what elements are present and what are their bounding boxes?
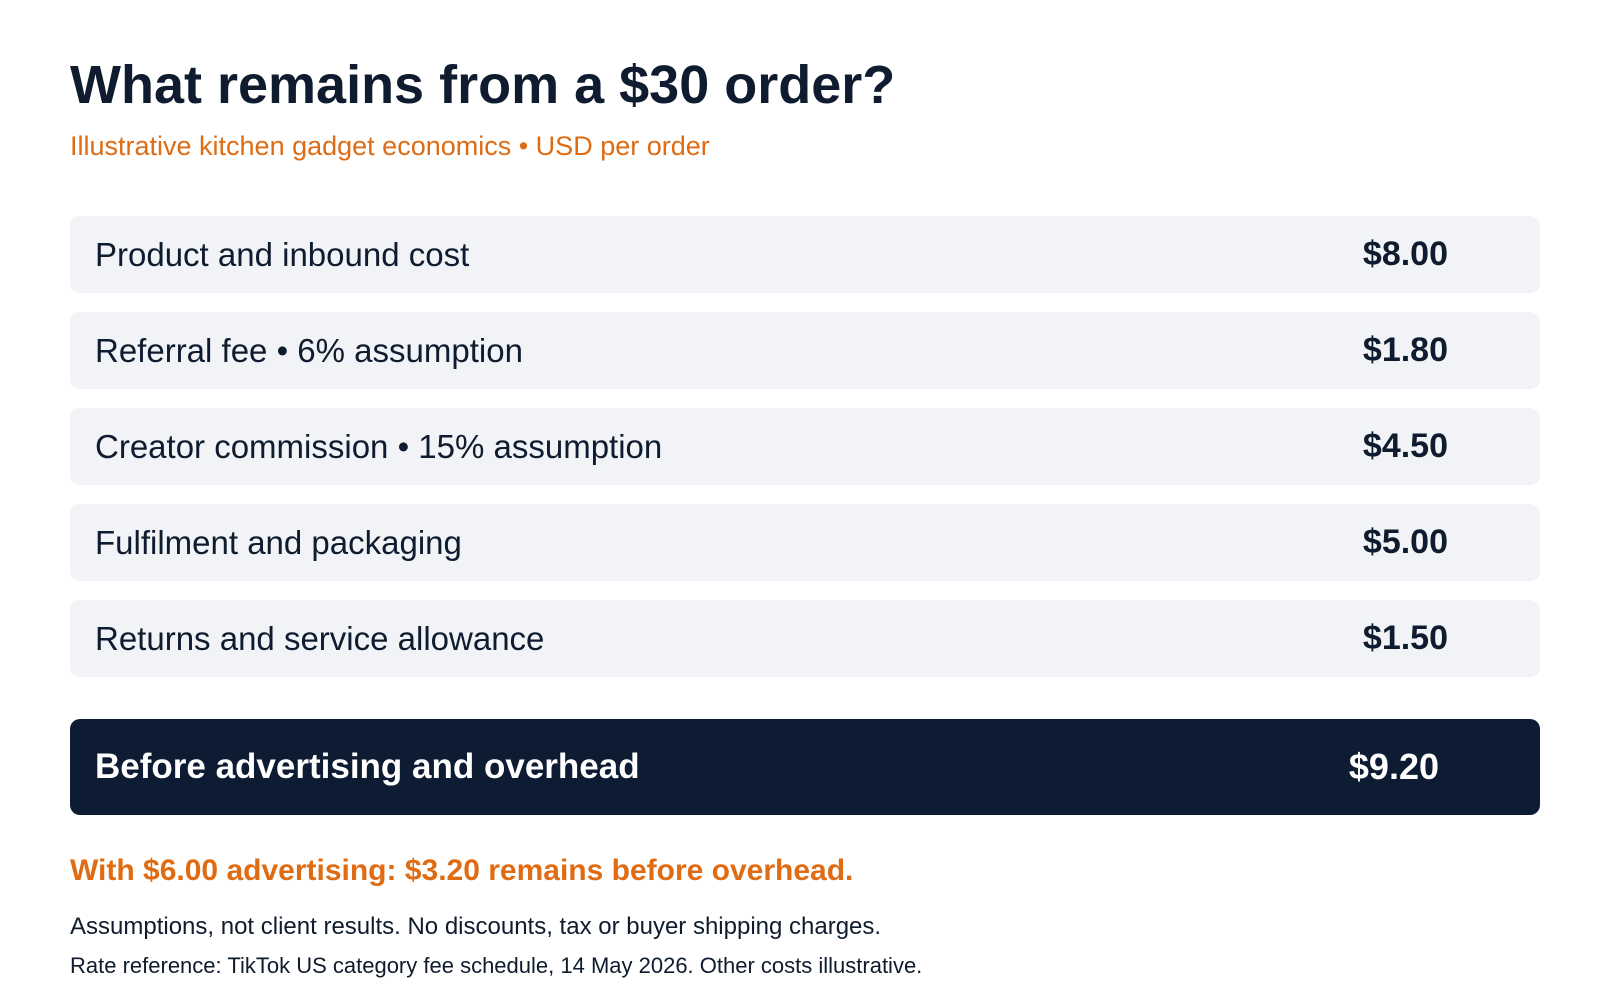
advertising-highlight: With $6.00 advertising: $3.20 remains be… <box>70 854 854 887</box>
cost-row-returns: Returns and service allowance $1.50 <box>70 600 1540 677</box>
cost-row-referral-fee: Referral fee • 6% assumption $1.80 <box>70 312 1540 389</box>
cost-row-value: $1.80 <box>1362 331 1448 369</box>
page-title: What remains from a $30 order? <box>70 55 896 115</box>
cost-row-label: Product and inbound cost <box>95 235 470 273</box>
rate-reference: Rate reference: TikTok US category fee s… <box>70 953 923 978</box>
cost-row-fulfilment: Fulfilment and packaging $5.00 <box>70 504 1540 581</box>
cost-row-label: Referral fee • 6% assumption <box>95 331 523 369</box>
cost-row-value: $5.00 <box>1362 523 1448 561</box>
total-label: Before advertising and overhead <box>95 747 640 786</box>
cost-breakdown-list: Product and inbound cost $8.00 Referral … <box>70 216 1540 696</box>
cost-row-label: Creator commission • 15% assumption <box>95 427 663 465</box>
cost-row-value: $8.00 <box>1362 235 1448 273</box>
cost-row-label: Returns and service allowance <box>95 619 545 657</box>
cost-row-label: Fulfilment and packaging <box>95 523 462 561</box>
cost-row-value: $1.50 <box>1362 619 1448 657</box>
cost-row-product: Product and inbound cost $8.00 <box>70 216 1540 293</box>
total-row: Before advertising and overhead $9.20 <box>70 719 1540 815</box>
total-value: $9.20 <box>1348 746 1439 787</box>
cost-row-value: $4.50 <box>1362 427 1448 465</box>
cost-row-creator-commission: Creator commission • 15% assumption $4.5… <box>70 408 1540 485</box>
page-subtitle: Illustrative kitchen gadget economics • … <box>70 131 710 161</box>
assumptions-note: Assumptions, not client results. No disc… <box>70 913 882 940</box>
